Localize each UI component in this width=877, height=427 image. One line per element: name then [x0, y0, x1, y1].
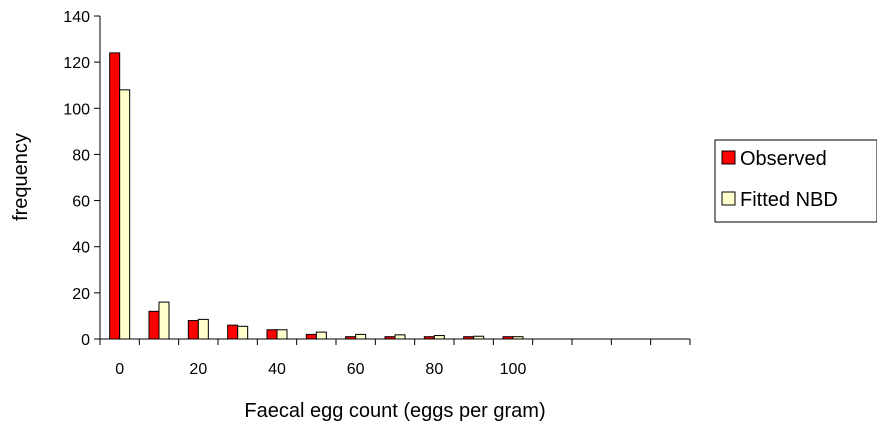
legend-label-fitted-nbd: Fitted NBD — [740, 189, 838, 211]
bar-observed-50 — [305, 333, 317, 340]
legend-label-observed: Observed — [740, 148, 827, 170]
axes-layer — [94, 15, 691, 345]
y-tick-label: 100 — [63, 101, 90, 118]
x-tick-label: 100 — [500, 361, 527, 378]
y-tick-label: 20 — [72, 286, 90, 303]
x-tick-label: 60 — [347, 361, 365, 378]
y-tick-label: 0 — [81, 332, 90, 349]
bar-observed-20 — [187, 320, 199, 340]
x-tick-label: 40 — [268, 361, 286, 378]
y-tick-label: 80 — [72, 147, 90, 164]
bar-fitted-nbd-20 — [197, 318, 209, 340]
bar-fitted-nbd-40 — [276, 329, 288, 340]
y-tick-label: 60 — [72, 194, 90, 211]
bar-fitted-nbd-0 — [119, 89, 131, 340]
bar-fitted-nbd-30 — [237, 325, 249, 340]
bars-layer — [109, 52, 524, 340]
y-tick-label: 40 — [72, 240, 90, 257]
bar-fitted-nbd-60 — [355, 333, 367, 340]
y-tick-label: 140 — [63, 9, 90, 26]
legend-swatch-fitted-nbd — [721, 191, 736, 206]
x-tick-label: 80 — [425, 361, 443, 378]
legend-box — [714, 139, 877, 223]
bar-observed-10 — [148, 310, 160, 340]
y-tick-label: 120 — [63, 55, 90, 72]
x-tick-label: 0 — [115, 361, 124, 378]
bar-fitted-nbd-80 — [433, 335, 445, 340]
y-axis-title: frequency — [10, 133, 32, 221]
legend-swatch-observed — [721, 150, 736, 165]
bar-fitted-nbd-10 — [158, 301, 170, 340]
bar-fitted-nbd-70 — [394, 334, 406, 340]
bar-observed-30 — [227, 324, 239, 340]
bar-observed-0 — [109, 52, 121, 340]
legend: Observed Fitted NBD — [714, 139, 877, 223]
labels-layer: 0 20 40 60 80 100 120 140 0 20 40 60 80 100 — [63, 9, 526, 378]
x-tick-label: 20 — [189, 361, 207, 378]
bar-fitted-nbd-50 — [315, 331, 327, 340]
x-axis-title: Faecal egg count (eggs per gram) — [244, 400, 545, 422]
bar-observed-40 — [266, 329, 278, 340]
